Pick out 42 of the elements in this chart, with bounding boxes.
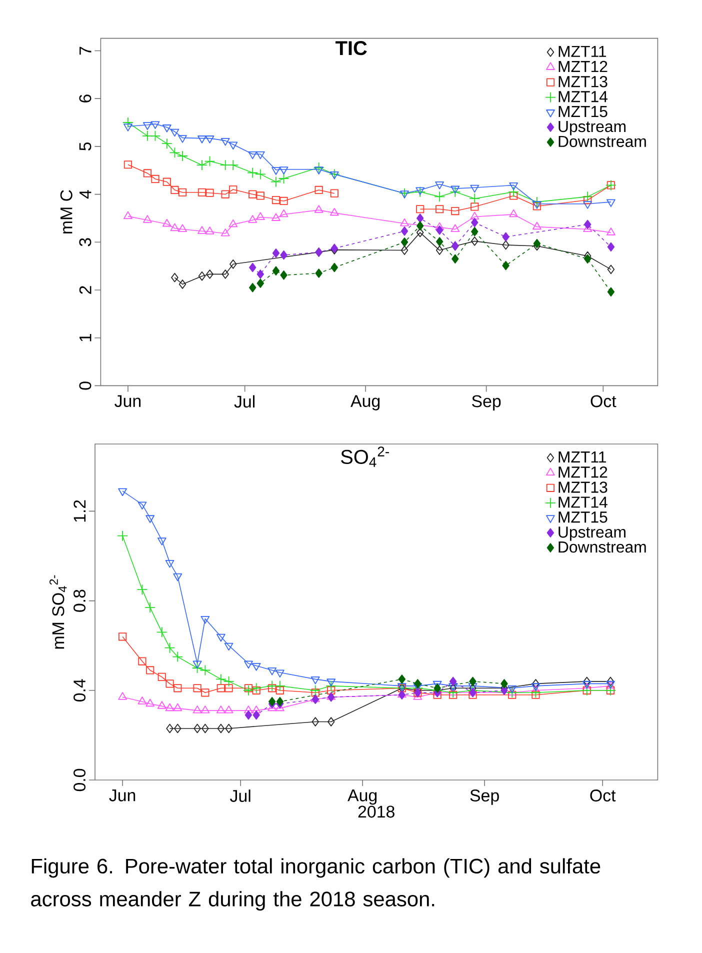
legend-label: MZT14 (558, 496, 608, 508)
x-tick-label: Sep (470, 790, 499, 805)
y-tick-label: 0.0 (74, 768, 86, 792)
x-tick-label: Oct (590, 790, 616, 802)
y-tick-label: 7 (80, 46, 92, 55)
y-tick-label: 0 (79, 382, 92, 390)
x-tick-label: Oct (590, 395, 616, 408)
y-tick-label: 2 (79, 286, 92, 294)
y-tick-label: 3 (79, 238, 92, 246)
y-axis-title: mM C (60, 190, 72, 234)
x-tick-label: Aug (348, 790, 377, 805)
x-tick-label: Jun (109, 790, 136, 802)
x-tick-label: Jul (234, 395, 255, 408)
legend-label: Downstream (558, 542, 646, 553)
legend-label: MZT14 (558, 91, 608, 102)
caption: Figure 6. Pore-water total inorganic carbon (TIC) and sulfate across meander Z during the 2018 season. (31, 858, 600, 911)
x-tick-label: Aug (350, 395, 380, 410)
y-tick-label: 1.2 (74, 500, 86, 522)
y-tick-label: 6 (79, 94, 92, 102)
y-tick-label: 5 (79, 142, 92, 150)
y-tick-label: 1 (80, 334, 92, 342)
chart-title: SO$_{4}$2- (341, 446, 389, 467)
y-tick-label: 0.4 (74, 679, 86, 702)
legend-label: MZT12 (558, 60, 608, 72)
legend-label: MZT12 (558, 466, 608, 478)
legend-label: Upstream (558, 121, 626, 136)
x-axis-title: 2018 (358, 806, 394, 818)
legend-label: Downstream (558, 136, 646, 148)
y-axis-title: mM SO$_{4}$2- (50, 575, 67, 649)
x-tick-label: Jul (230, 790, 250, 802)
x-tick-label: Sep (472, 395, 501, 411)
x-tick-label: Jun (114, 395, 141, 408)
y-tick-label: 4 (80, 190, 92, 199)
legend-label: Upstream (558, 526, 626, 541)
y-tick-label: 0.8 (74, 590, 86, 612)
legend-label: MZT13 (558, 76, 608, 88)
legend-label: MZT13 (558, 482, 608, 493)
chart-title: TIC (336, 41, 367, 56)
legend-label: MZT11 (558, 452, 606, 463)
legend-label: MZT15 (558, 512, 608, 523)
legend-label: MZT11 (558, 46, 606, 57)
legend-label: MZT15 (558, 106, 608, 118)
